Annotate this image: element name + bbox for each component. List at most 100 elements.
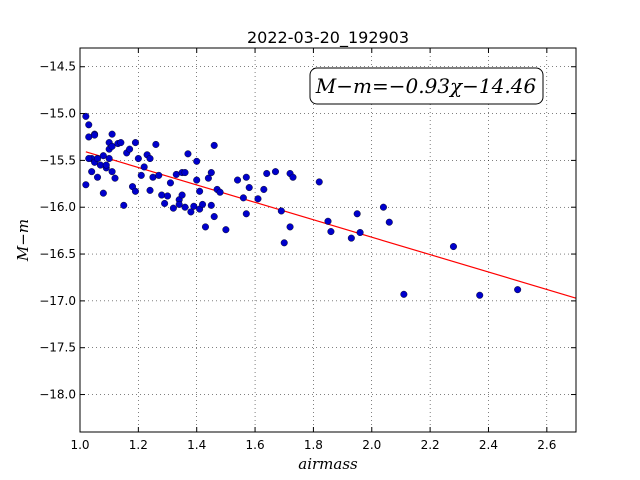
data-point <box>260 185 268 193</box>
data-point <box>356 229 364 237</box>
data-point <box>149 173 157 181</box>
data-point <box>353 210 361 218</box>
data-point <box>222 226 230 234</box>
data-point <box>166 179 174 187</box>
x-tick-label: 1.0 <box>70 438 89 452</box>
y-tick-label: −14.5 <box>39 60 76 74</box>
data-point <box>131 187 139 195</box>
data-point <box>193 157 201 165</box>
data-point <box>245 184 253 192</box>
grid-lines <box>79 48 576 432</box>
data-point <box>242 173 250 181</box>
data-point <box>242 210 250 218</box>
data-point <box>193 176 201 184</box>
data-point <box>82 112 90 120</box>
data-point <box>146 186 154 194</box>
data-point <box>178 191 186 199</box>
data-point <box>327 228 335 236</box>
data-point <box>514 286 522 294</box>
data-point <box>137 171 145 179</box>
data-point <box>315 178 323 186</box>
data-point <box>85 121 93 129</box>
data-point <box>271 168 279 176</box>
data-point <box>111 174 119 182</box>
x-tick-label: 2.4 <box>479 438 498 452</box>
data-point <box>449 243 457 251</box>
data-point <box>146 155 154 163</box>
x-tick-label: 1.6 <box>246 438 265 452</box>
data-points <box>82 112 522 299</box>
data-point <box>108 142 116 150</box>
x-tick-label: 2.2 <box>421 438 440 452</box>
data-point <box>82 181 90 189</box>
data-point <box>131 139 139 147</box>
data-point <box>155 171 163 179</box>
data-point <box>91 131 99 139</box>
x-tick-label: 1.4 <box>187 438 206 452</box>
data-point <box>102 161 110 169</box>
fit-equation-border <box>309 67 544 105</box>
y-tick-label: −18.0 <box>39 388 76 402</box>
x-tick-label: 1.8 <box>304 438 323 452</box>
data-point <box>96 161 104 169</box>
data-point <box>204 174 212 182</box>
axis-ticks: 1.0 1.2 1.4 1.6 1.8 2.0 2.2 2.4 2.6 −14.5 −15.0 −15… <box>39 48 576 452</box>
data-point <box>105 155 113 163</box>
data-point <box>134 155 142 163</box>
data-point <box>216 188 224 196</box>
data-point <box>400 290 408 298</box>
data-point <box>254 195 262 203</box>
data-point <box>379 203 387 211</box>
fit-equation: M−m=−0.93χ−14.46 <box>315 74 537 98</box>
data-point <box>239 194 247 202</box>
data-point <box>181 169 189 177</box>
data-point <box>476 291 484 299</box>
fit-line <box>85 151 577 299</box>
data-point <box>85 155 93 163</box>
data-point <box>181 203 189 211</box>
x-tick-label: 1.2 <box>129 438 148 452</box>
data-point <box>277 207 285 215</box>
data-point <box>172 170 180 178</box>
data-point <box>263 170 271 178</box>
data-point <box>190 202 198 210</box>
data-point <box>94 155 102 163</box>
data-point <box>207 201 215 209</box>
data-point <box>152 140 160 148</box>
data-point <box>99 152 107 160</box>
data-point <box>99 189 107 197</box>
y-tick-label: −15.0 <box>39 107 76 121</box>
data-point <box>207 169 215 177</box>
data-point <box>85 133 93 141</box>
data-point <box>88 168 96 176</box>
data-point <box>210 141 218 149</box>
data-point <box>199 200 207 208</box>
data-point <box>196 187 204 195</box>
data-point <box>234 176 242 184</box>
data-point <box>117 139 125 147</box>
data-point <box>94 173 102 181</box>
data-point <box>108 168 116 176</box>
data-point <box>347 234 355 242</box>
x-axis-label: airmass <box>298 455 358 473</box>
data-point <box>187 208 195 216</box>
y-tick-label: −16.5 <box>39 247 76 261</box>
fit-line-group <box>85 151 577 299</box>
data-point <box>385 218 393 226</box>
chart-title: 2022-03-20_192903 <box>247 28 409 48</box>
data-point <box>169 204 177 212</box>
y-tick-label: −15.5 <box>39 153 76 167</box>
x-tick-label: 2.0 <box>362 438 381 452</box>
y-tick-label: −17.0 <box>39 294 76 308</box>
data-point <box>289 173 297 181</box>
data-point <box>108 130 116 138</box>
y-axis-label: M−m <box>14 219 32 262</box>
data-point <box>164 192 172 200</box>
data-point <box>120 201 128 209</box>
data-point <box>210 213 218 221</box>
data-point <box>201 223 209 231</box>
y-tick-label: −17.5 <box>39 341 76 355</box>
y-tick-label: −16.0 <box>39 200 76 214</box>
data-point <box>280 239 288 247</box>
